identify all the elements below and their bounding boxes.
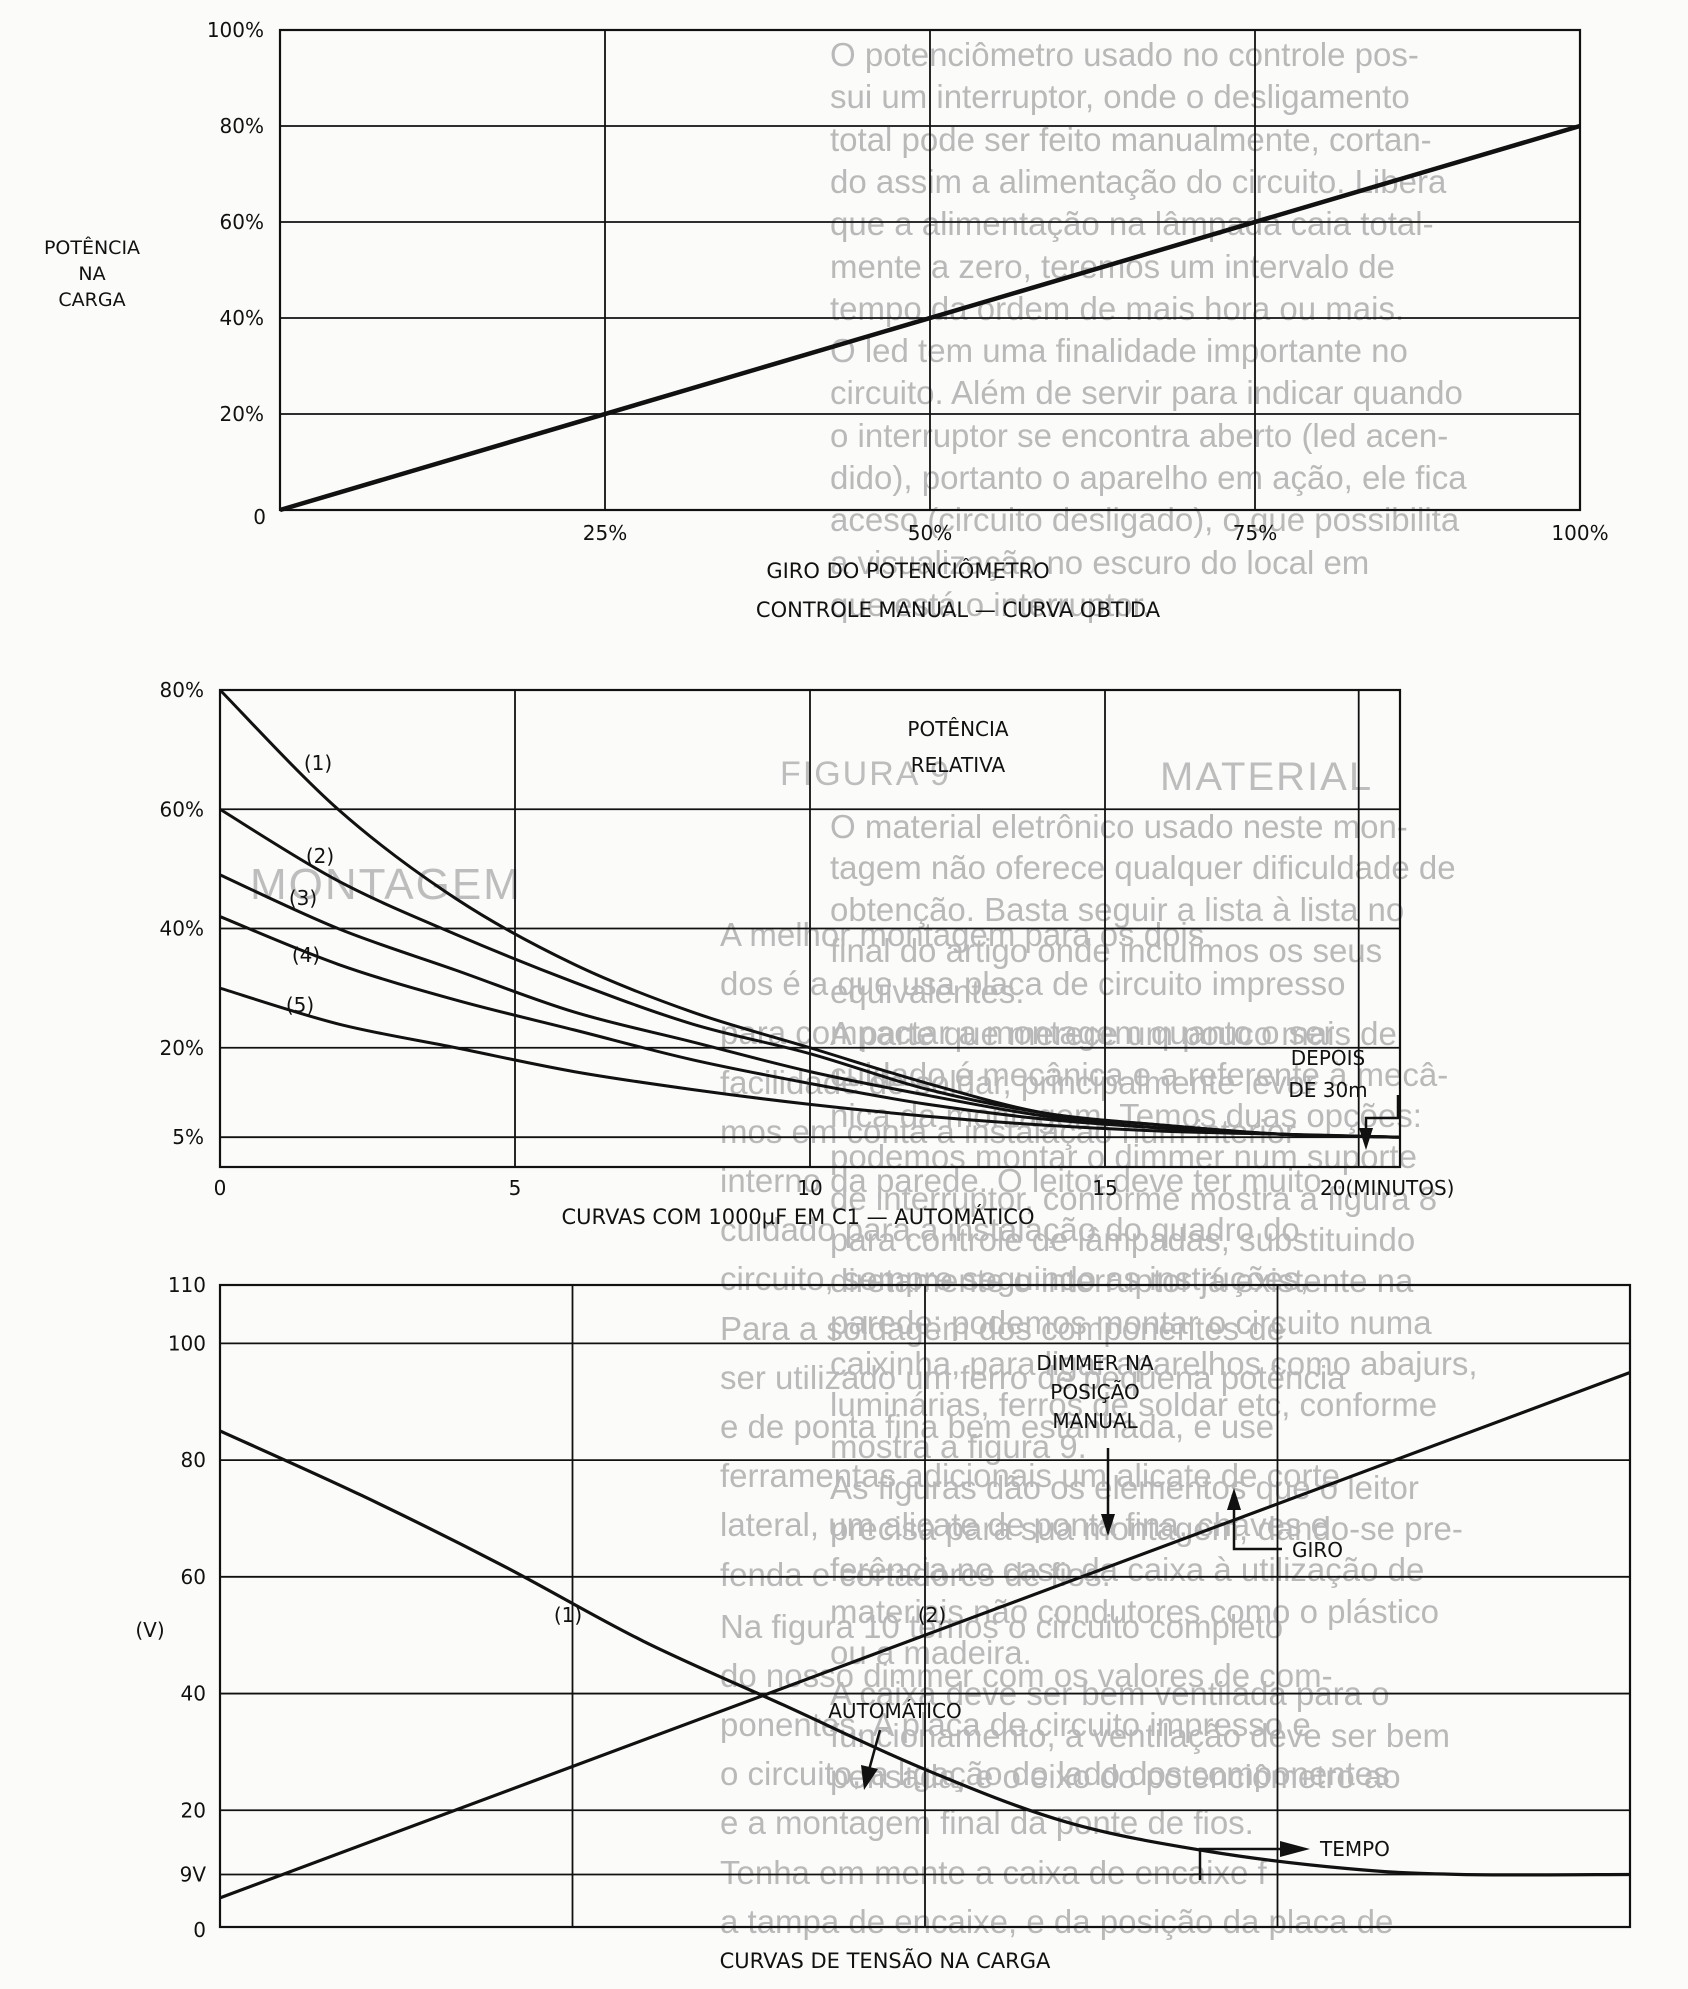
- series-label: (5): [286, 993, 314, 1017]
- annotation-auto: AUTOMÁTICO: [828, 1699, 962, 1723]
- dimmer-arrow-head: [1101, 1514, 1115, 1536]
- annotation-depois: DEPOIS: [1291, 1046, 1365, 1070]
- annotation-dimmer: POSIÇÃO: [1050, 1380, 1139, 1404]
- series-line: [279, 123, 1581, 513]
- y-tick-label: 20%: [220, 402, 264, 426]
- annotation-giro: GIRO: [1292, 1538, 1343, 1562]
- y-tick-label: 60: [181, 1565, 206, 1589]
- series-label: (2): [918, 1603, 946, 1627]
- giro-arrow-head: [1227, 1488, 1241, 1510]
- y-axis-label: CARGA: [58, 289, 125, 311]
- y-tick-label: 100: [168, 1331, 206, 1355]
- y-tick-label: 5%: [172, 1125, 204, 1149]
- y-tick-label: 60%: [160, 797, 204, 821]
- y-tick-label: 40%: [160, 917, 204, 941]
- x-tick-label: 50%: [908, 521, 952, 545]
- annotation-dimmer: DIMMER NA: [1036, 1351, 1154, 1375]
- series-label: (1): [554, 1603, 582, 1627]
- y-tick-label: 20%: [160, 1036, 204, 1060]
- y-tick-label: 110: [168, 1273, 206, 1297]
- y-tick-label: 20: [181, 1798, 206, 1822]
- chart-automatic-power-curves: 0 5 10 15 20(MINUTOS) 5% 20% 40% 60% 80% CURVAS CO…: [160, 678, 1455, 1229]
- y-axis-label: NA: [78, 263, 105, 285]
- series-line: [219, 915, 1401, 1139]
- x-tick-label: 0: [214, 1176, 227, 1200]
- y-tick-label: 9V: [180, 1862, 207, 1886]
- y-tick-label: 80%: [160, 678, 204, 702]
- series-line: [219, 986, 1401, 1139]
- y-tick-label: 80: [181, 1448, 206, 1472]
- y-tick-label: 60%: [220, 210, 264, 234]
- chart-title: CURVAS COM 1000µF EM C1 — AUTOMÁTICO: [561, 1204, 1034, 1229]
- annotation-depois: DE 30m: [1288, 1078, 1367, 1102]
- series-line: [219, 1371, 1631, 1900]
- y-axis-label: (V): [135, 1618, 164, 1642]
- x-tick-label: 25%: [583, 521, 627, 545]
- x-axis-label: GIRO DO POTENCIÔMETRO: [766, 558, 1049, 583]
- origin-label: 0: [193, 1918, 206, 1942]
- annotation-dimmer: MANUAL: [1052, 1409, 1138, 1433]
- y-tick-label: 100%: [207, 18, 264, 42]
- auto-arrow-head: [861, 1765, 878, 1790]
- depois-arrow-head: [1359, 1128, 1373, 1150]
- series-label: (2): [306, 844, 334, 868]
- series-label: (4): [292, 943, 320, 967]
- series-line: [219, 807, 1401, 1139]
- chart-title: CONTROLE MANUAL — CURVA OBTIDA: [756, 598, 1161, 622]
- series-label: (3): [289, 886, 317, 910]
- annotation-label: POTÊNCIA: [907, 717, 1008, 741]
- x-tick-label: 75%: [1233, 521, 1277, 545]
- series-line: [219, 1429, 1631, 1877]
- chart-manual-control: 25% 50% 75% 100% 20% 40% 60% 80% 100% 0 POTÊNCIA NA…: [44, 18, 1609, 622]
- chart-load-voltage-curves: 9V 20 40 60 80 100 110 0 (V) CURVAS DE TENSÃO NA …: [135, 1273, 1632, 1973]
- tempo-arrow-head: [1280, 1841, 1310, 1857]
- auto-arrow-line: [867, 1729, 882, 1771]
- series-label: (1): [304, 751, 332, 775]
- y-tick-label: 40: [181, 1682, 206, 1706]
- origin-label: 0: [253, 505, 266, 529]
- annotation-label: RELATIVA: [911, 753, 1006, 777]
- annotation-tempo: TEMPO: [1319, 1837, 1390, 1861]
- x-tick-label: 100%: [1551, 521, 1608, 545]
- chart-title: CURVAS DE TENSÃO NA CARGA: [720, 1947, 1051, 1973]
- y-tick-label: 80%: [220, 114, 264, 138]
- x-tick-label: 15: [1092, 1176, 1117, 1200]
- x-tick-label: 10: [797, 1176, 822, 1200]
- x-tick-label: 5: [509, 1176, 522, 1200]
- y-tick-label: 40%: [220, 306, 264, 330]
- x-tick-label: 20(MINUTOS): [1320, 1176, 1454, 1200]
- depois-bracket: [1364, 1095, 1400, 1135]
- y-axis-label: POTÊNCIA: [44, 236, 140, 259]
